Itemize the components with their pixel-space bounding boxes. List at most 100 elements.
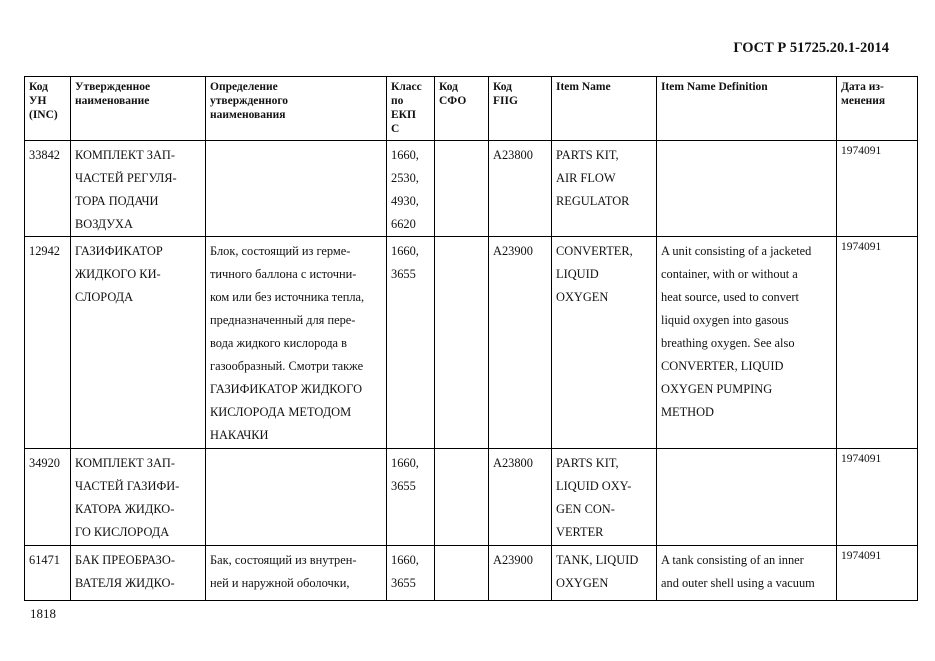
cell-line: AIR FLOW: [556, 171, 616, 185]
header-line: С: [391, 123, 400, 135]
cell-line: CONVERTER, LIQUID: [661, 359, 784, 373]
cell-class-ekps: 1660, 3655: [386, 448, 435, 546]
cell-line: CONVERTER,: [556, 244, 633, 258]
header-definition: Определение утвержденного наименования: [205, 76, 387, 141]
cell-code-fiig: A23900: [488, 545, 552, 601]
header-line: наименования: [210, 109, 286, 121]
table-row: 34920 КОМПЛЕКТ ЗАП- ЧАСТЕЙ ГАЗИФИ- КАТОРА Ж…: [24, 448, 918, 546]
cell-line: and outer shell using a vacuum: [661, 576, 815, 590]
cell-line: LIQUID: [556, 267, 599, 281]
cell-item-name-definition: [656, 448, 837, 546]
cell-change-date: 1974091: [836, 545, 918, 601]
header-line: (INC): [29, 109, 58, 121]
cell-line: Бак, состоящий из внутрен-: [210, 553, 357, 567]
cell-code-sfo: [434, 545, 489, 601]
cell-item-name: PARTS KIT, LIQUID OXY- GEN CON- VERTER: [551, 448, 657, 546]
cell-definition: [205, 448, 387, 546]
cell-line: A23900: [493, 553, 533, 567]
header-line: Код: [493, 81, 513, 93]
cell-line: тичного баллона с источни-: [210, 267, 357, 281]
cell-line: A tank consisting of an inner: [661, 553, 804, 567]
cell-line: PARTS KIT,: [556, 456, 619, 470]
table-row: 33842 КОМПЛЕКТ ЗАП- ЧАСТЕЙ РЕГУЛЯ- ТОРА ПОД…: [24, 140, 918, 237]
cell-change-date: 1974091: [836, 448, 918, 546]
cell-line: A23800: [493, 148, 533, 162]
cell-line: container, with or without a: [661, 267, 798, 281]
cell-code-inc: 34920: [24, 448, 71, 546]
cell-item-name-definition: A unit consisting of a jacketed container…: [656, 236, 837, 449]
cell-line: КИСЛОРОДА МЕТОДОМ: [210, 405, 352, 419]
cell-line: Блок, состоящий из герме-: [210, 244, 351, 258]
cell-line: ГАЗИФИКАТОР ЖИДКОГО: [210, 382, 363, 396]
cell-code-sfo: [434, 140, 489, 237]
cell-change-date: 1974091: [836, 236, 918, 449]
header-line: Определение: [210, 81, 278, 93]
cell-item-name: CONVERTER, LIQUID OXYGEN: [551, 236, 657, 449]
cell-line: 1974091: [841, 145, 882, 157]
header-line: Дата из-: [841, 81, 884, 93]
cell-line: 2530,: [391, 171, 419, 185]
cell-item-name-definition: [656, 140, 837, 237]
cell-approved-name: ГАЗИФИКАТОР ЖИДКОГО КИ- СЛОРОДА: [70, 236, 206, 449]
cell-line: OXYGEN: [556, 290, 609, 304]
cell-line: 1660,: [391, 456, 419, 470]
header-code-fiig: Код FIIG: [488, 76, 552, 141]
cell-line: ТОРА ПОДАЧИ: [75, 194, 159, 208]
cell-line: TANK, LIQUID: [556, 553, 639, 567]
header-line: утвержденного: [210, 95, 289, 107]
cell-definition: Бак, состоящий из внутрен-ней и наружной…: [205, 545, 387, 601]
cell-line: A23800: [493, 456, 533, 470]
cell-approved-name: КОМПЛЕКТ ЗАП- ЧАСТЕЙ РЕГУЛЯ- ТОРА ПОДАЧИ ВО…: [70, 140, 206, 237]
cell-line: REGULATOR: [556, 194, 630, 208]
header-item-name-definition: Item Name Definition: [656, 76, 837, 141]
cell-line: 34920: [29, 456, 60, 470]
cell-line: ком или без источника тепла,: [210, 290, 365, 304]
cell-line: heat source, used to convert: [661, 290, 799, 304]
header-line: Утвержденное: [75, 81, 151, 93]
cell-line: БАК ПРЕОБРАЗО-: [75, 553, 175, 567]
header-line: FIIG: [493, 95, 518, 107]
cell-line: КОМПЛЕКТ ЗАП-: [75, 456, 176, 470]
header-line: ЕКП: [391, 109, 416, 121]
standard-number: ГОСТ Р 51725.20.1-2014: [733, 40, 889, 56]
header-code-sfo: Код СФО: [434, 76, 489, 141]
cell-line: ГАЗИФИКАТОР: [75, 244, 163, 258]
header-line: Код: [29, 81, 49, 93]
cell-code-fiig: A23800: [488, 140, 552, 237]
cell-change-date: 1974091: [836, 140, 918, 237]
cell-line: ЖИДКОГО КИ-: [75, 267, 161, 281]
cell-class-ekps: 1660, 3655: [386, 545, 435, 601]
cell-line: 1660,: [391, 244, 419, 258]
cell-line: A unit consisting of a jacketed: [661, 244, 812, 258]
cell-line: 3655: [391, 479, 416, 493]
cell-code-sfo: [434, 448, 489, 546]
cell-line: ГО КИСЛОРОДА: [75, 525, 170, 539]
cell-line: 3655: [391, 576, 416, 590]
cell-code-sfo: [434, 236, 489, 449]
cell-line: VERTER: [556, 525, 604, 539]
header-change-date: Дата из-менения: [836, 76, 918, 141]
cell-code-fiig: A23900: [488, 236, 552, 449]
table-header-row: Код УН (INC) Утвержденное наименование Опреде…: [24, 76, 918, 141]
cell-line: СЛОРОДА: [75, 290, 134, 304]
cell-line: ВАТЕЛЯ ЖИДКО-: [75, 576, 175, 590]
cell-class-ekps: 1660, 2530, 4930, 6620: [386, 140, 435, 237]
cell-line: 3655: [391, 267, 416, 281]
cell-line: КАТОРА ЖИДКО-: [75, 502, 175, 516]
cell-line: 12942: [29, 244, 60, 258]
cell-approved-name: БАК ПРЕОБРАЗО- ВАТЕЛЯ ЖИДКО-: [70, 545, 206, 601]
cell-line: предназначенный для пере-: [210, 313, 356, 327]
header-class-ekps: Класс по ЕКП С: [386, 76, 435, 141]
header-line: менения: [841, 95, 886, 107]
cell-line: 6620: [391, 217, 416, 231]
header-line: Класс: [391, 81, 422, 93]
cell-line: КОМПЛЕКТ ЗАП-: [75, 148, 176, 162]
cell-line: PARTS KIT,: [556, 148, 619, 162]
header-line: Item Name: [556, 81, 611, 93]
table-row: 12942 ГАЗИФИКАТОР ЖИДКОГО КИ- СЛОРОДА Блок, …: [24, 236, 918, 449]
cell-line: ЧАСТЕЙ РЕГУЛЯ-: [75, 171, 177, 185]
cell-line: METHOD: [661, 405, 714, 419]
cell-line: ЧАСТЕЙ ГАЗИФИ-: [75, 479, 180, 493]
header-line: Item Name Definition: [661, 81, 768, 93]
